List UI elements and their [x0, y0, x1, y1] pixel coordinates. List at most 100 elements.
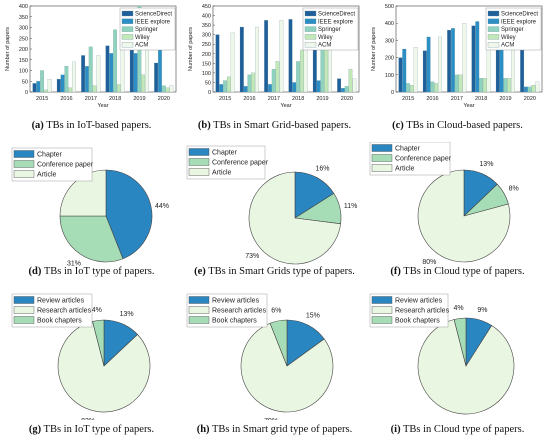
bar-sciencedirect-2018 [288, 19, 293, 93]
legend-swatch [304, 34, 317, 40]
y-tick-label: 400 [385, 21, 394, 27]
legend-entry: Article [37, 172, 57, 179]
slice-article [417, 169, 511, 263]
legend-swatch [304, 42, 317, 48]
panel-f: 13% 8% 80% Chapter Conference paper Article (… [366, 142, 549, 290]
legend-swatch [121, 10, 134, 17]
legend-entry: Book chapters [395, 318, 440, 325]
caption-i: (i) TBs in Cloud type of papers. [366, 424, 549, 435]
legend-swatch [371, 296, 393, 304]
legend-swatch [371, 306, 393, 314]
bar-springer-2017 [271, 68, 276, 93]
bar-ieee-explore-2018 [292, 82, 297, 93]
slice-label: 9% [477, 307, 487, 314]
bar-ieee-explore-2015 [219, 84, 224, 93]
legend-entry: Research articles [37, 308, 92, 315]
legend-entry: Springer [135, 27, 158, 33]
legend-swatch [487, 18, 500, 24]
slice-label: 13% [120, 311, 134, 318]
slice-label: 79% [264, 418, 278, 420]
legend-entry: Wiley [318, 35, 333, 41]
legend-swatch [304, 10, 317, 17]
caption-a: (a) TBs in IoT-based papers. [0, 120, 183, 131]
bar-wiley-2018 [299, 49, 304, 93]
slice-book-chapters [453, 317, 467, 367]
y-tick-label: 200 [385, 56, 394, 62]
y-tick-label: 250 [202, 42, 211, 48]
y-tick-label: 100 [202, 71, 211, 77]
bar-acm-2017 [462, 23, 467, 93]
caption-d: (d) TBs in IoT type of papers. [0, 266, 183, 277]
bar-wiley-2015 [43, 89, 48, 93]
slice-research-articles [417, 319, 515, 415]
bar-ieee-explore-2020 [158, 48, 162, 93]
caption-c: (c) TBs in Cloud-based papers. [366, 120, 549, 131]
legend-swatch [371, 164, 393, 172]
bar-acm-2020 [535, 81, 540, 93]
panel-a: 0 50 100 150 200 250 300 350 400 Number of papers… [0, 0, 183, 148]
bar-wiley-2018 [116, 84, 121, 93]
legend-entry: Conference paper [37, 162, 94, 169]
legend-swatch [121, 42, 134, 48]
bar-sciencedirect-2017 [447, 29, 452, 93]
slice-label: 11% [344, 203, 358, 210]
bar-springer-2018 [479, 78, 483, 93]
y-tick-label: 50 [22, 79, 28, 85]
slice-research-articles [240, 322, 334, 413]
panel-h: 15% 79% 6% Review articles Research articles… [183, 290, 366, 438]
legend-swatch [188, 296, 210, 304]
bar-chart-b: 0 50 100 150 200 250 300 350 400 450 Number of pap… [188, 4, 360, 109]
legend-entry: Springer [318, 27, 341, 33]
slice-book-chapters [269, 319, 288, 367]
bar-wiley-2015 [226, 76, 231, 93]
y-tick-label: 0 [391, 90, 394, 96]
bar-ieee-explore-2020 [524, 86, 528, 93]
bar-wiley-2017 [458, 74, 463, 93]
caption-h: (h) TBs in Smart grid type of papers. [183, 424, 366, 435]
bar-ieee-explore-2019 [316, 80, 321, 93]
bar-springer-2020 [344, 86, 349, 93]
bar-springer-2016 [247, 74, 252, 93]
bar-ieee-explore-2015 [402, 48, 407, 93]
slice-label: 83% [81, 418, 95, 420]
x-tick-label: 2020 [524, 96, 536, 102]
bar-acm-2016 [438, 36, 442, 93]
y-tick-label: 400 [202, 14, 211, 20]
bar-wiley-2016 [68, 87, 73, 93]
slice-chapter [105, 169, 153, 260]
x-tick-label: 2016 [243, 96, 255, 102]
caption-g-text: TBs in IoT type of papers. [41, 424, 155, 435]
legend-entry: Chapter [212, 150, 238, 157]
bar-springer-2017 [88, 46, 93, 93]
x-tick-label: 2016 [426, 96, 438, 102]
legend-entry: Research articles [395, 308, 450, 315]
legend-entry: Springer [501, 27, 524, 33]
bar-ieee-explore-2016 [426, 36, 431, 93]
bar-sciencedirect-2020 [337, 78, 342, 93]
caption-c-text: TBs in Cloud-based papers. [403, 120, 523, 131]
caption-e-letter: (e) [194, 266, 206, 277]
slice-article [248, 171, 341, 265]
bar-ieee-explore-2017 [268, 84, 272, 93]
caption-i-text: TBs in Cloud type of papers. [400, 424, 525, 435]
slice-label: 13% [479, 161, 493, 168]
legend-swatch [371, 154, 393, 162]
bar-acm-2015 [230, 32, 235, 93]
bar-acm-2017 [279, 20, 284, 93]
legend-swatch [487, 26, 500, 32]
legend-swatch [13, 160, 35, 168]
legend-swatch [13, 170, 35, 178]
bar-acm-2016 [72, 61, 76, 93]
slice-research-articles [57, 321, 151, 413]
legend-swatch [13, 296, 35, 304]
y-axis-label: Number of papers [371, 27, 377, 71]
bar-ieee-explore-2015 [36, 81, 41, 93]
x-tick-label: 2015 [36, 96, 48, 102]
bar-sciencedirect-2016 [239, 26, 244, 93]
legend-swatch [188, 168, 210, 176]
panel-g: 13% 83% 4% Review articles Research articles… [0, 290, 183, 438]
legend-swatch [188, 158, 210, 166]
slice-label: 4% [454, 305, 464, 312]
x-tick-label: 2018 [292, 96, 304, 102]
slice-chapter [294, 171, 335, 219]
